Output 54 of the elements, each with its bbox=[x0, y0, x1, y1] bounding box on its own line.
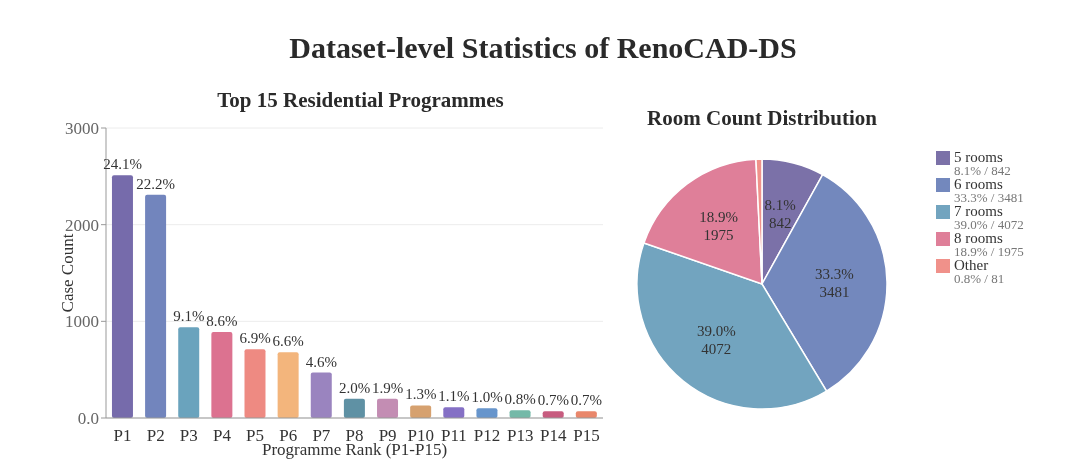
data-label: 18.9% 1975 bbox=[699, 208, 738, 243]
data-label: 8.1% 842 bbox=[764, 196, 796, 231]
x-tick-label: P15 bbox=[573, 426, 600, 446]
x-tick-label: P12 bbox=[473, 426, 501, 446]
x-tick-label: P6 bbox=[279, 426, 298, 446]
annotation: 6.6% bbox=[272, 333, 304, 350]
annotation: 24.1% bbox=[103, 156, 142, 173]
bar bbox=[310, 372, 332, 418]
data-label: 33.3% 3481 bbox=[815, 265, 854, 300]
x-tick-label: P2 bbox=[146, 426, 165, 446]
chart-subtitle: Top 15 Residential Programmes bbox=[217, 88, 504, 112]
annotation: 1.9% bbox=[372, 379, 404, 396]
annotation: 22.2% bbox=[136, 175, 176, 192]
x-tick-label: P4 bbox=[212, 426, 232, 446]
annotation: 2.0% bbox=[338, 379, 371, 396]
annotation: 0.8% bbox=[504, 391, 536, 408]
y-tick-label: 1000 bbox=[65, 312, 99, 332]
data-label: 39.0% 4072 bbox=[696, 323, 736, 358]
annotation: 1.0% bbox=[471, 389, 503, 406]
y-axis-title: Case Count bbox=[58, 233, 77, 313]
bar bbox=[410, 405, 432, 418]
chart-title: Room Count Distribution bbox=[647, 106, 877, 130]
bar bbox=[343, 398, 365, 418]
chart-title: Dataset-level Statistics of RenoCAD-DS bbox=[289, 31, 797, 64]
annotation: 8.6% bbox=[206, 312, 238, 329]
text: 8.1% / 842 bbox=[954, 163, 1011, 178]
x-tick-label: P1 bbox=[113, 426, 132, 446]
y-tick-label: 3000 bbox=[65, 119, 99, 139]
bar bbox=[277, 352, 299, 418]
bar bbox=[178, 327, 200, 418]
x-tick-label: P7 bbox=[312, 426, 331, 446]
text: 33.3% / 3481 bbox=[954, 190, 1024, 205]
annotation: 1.1% bbox=[438, 388, 470, 405]
annotation: 0.7% bbox=[537, 392, 569, 409]
annotation: 9.1% bbox=[173, 308, 205, 325]
bar bbox=[211, 331, 233, 418]
bar bbox=[377, 398, 399, 418]
annotation: 0.7% bbox=[570, 392, 603, 409]
annotation: 1.3% bbox=[405, 386, 437, 403]
text: 0.8% / 81 bbox=[954, 271, 1005, 286]
x-tick-label: P14 bbox=[540, 426, 568, 446]
text: 18.9% / 1975 bbox=[954, 244, 1024, 259]
annotation: 4.6% bbox=[305, 353, 337, 370]
x-tick-label: P3 bbox=[179, 426, 198, 446]
annotation: 6.9% bbox=[239, 330, 271, 347]
y-tick-label: 0.0 bbox=[77, 409, 99, 429]
bar bbox=[476, 408, 498, 418]
bar bbox=[111, 175, 133, 418]
bar bbox=[244, 349, 266, 418]
text: 39.0% / 4072 bbox=[954, 217, 1024, 232]
x-tick-label: P13 bbox=[506, 426, 534, 446]
bar bbox=[145, 194, 167, 418]
bar bbox=[443, 407, 465, 418]
y-tick-label: 2000 bbox=[65, 215, 99, 235]
